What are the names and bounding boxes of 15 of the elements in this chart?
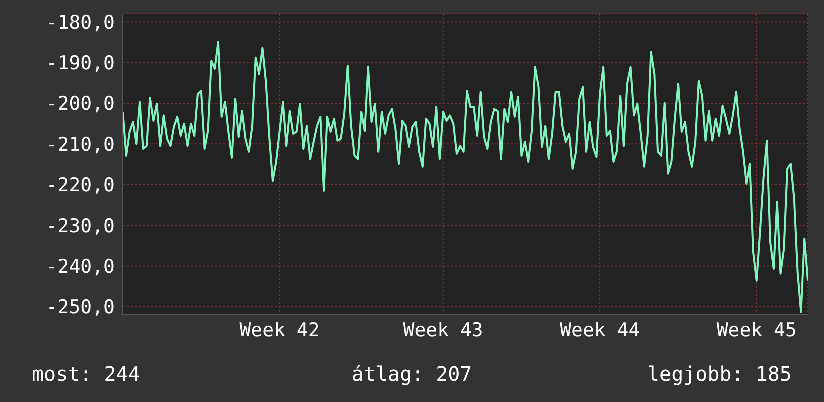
y-tick-label: -220,0 — [46, 174, 115, 197]
y-tick-label: -190,0 — [46, 52, 115, 75]
y-tick-label: -250,0 — [46, 296, 115, 319]
text: átlag: 207 — [350, 362, 474, 386]
y-tick-label: -230,0 — [46, 215, 115, 238]
y-tick-label: -210,0 — [46, 134, 115, 156]
y-tick-label: -240,0 — [46, 256, 115, 278]
text: legjobb: 185 — [646, 362, 792, 386]
y-tick-label: -200,0 — [46, 93, 115, 116]
x-tick-label: Week 43 — [403, 319, 484, 342]
text: most: 244 — [32, 362, 142, 386]
x-tick-label: Week 42 — [240, 319, 320, 342]
x-tick-label: Week 45 — [716, 319, 797, 342]
y-tick-label: -180,0 — [46, 12, 115, 34]
x-tick-label: Week 44 — [560, 319, 640, 342]
